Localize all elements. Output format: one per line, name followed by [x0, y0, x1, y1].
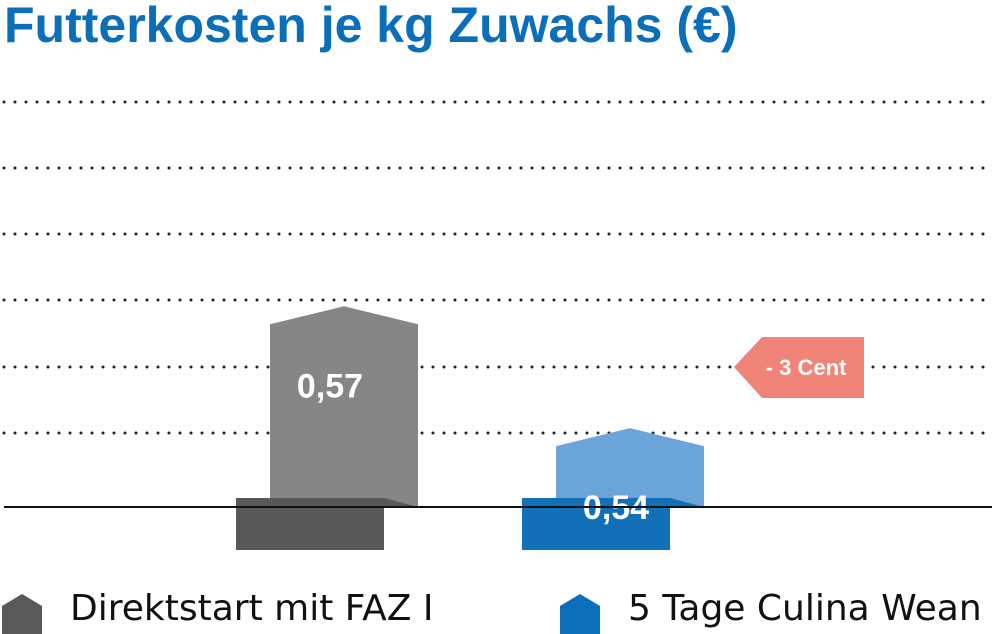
- house-gray-icon: [2, 594, 42, 634]
- difference-callout: - 3 Cent: [734, 337, 864, 398]
- chart-title: Futterkosten je kg Zuwachs (€): [4, 0, 738, 53]
- bar-plinth: [236, 498, 384, 550]
- bar-body: [556, 428, 704, 507]
- bar-group: 0,57 0,54: [236, 306, 704, 550]
- callout-label: - 3 Cent: [766, 355, 847, 380]
- legend-label-culina-wean: 5 Tage Culina Wean: [628, 588, 982, 629]
- grid-lines: [2, 100, 992, 435]
- bar-shadow: [384, 498, 418, 507]
- callout-arrow-shape: [734, 337, 864, 398]
- bar-2: 0,54: [522, 428, 704, 550]
- bar-1: 0,57: [236, 306, 418, 550]
- legend-label-direktstart: Direktstart mit FAZ I: [70, 588, 434, 629]
- bar-value-label: 0,54: [583, 489, 649, 527]
- house-blue-icon: [560, 594, 600, 634]
- bar-value-label: 0,57: [297, 367, 363, 405]
- bar-body: [270, 306, 418, 507]
- bar-shadow: [670, 498, 704, 507]
